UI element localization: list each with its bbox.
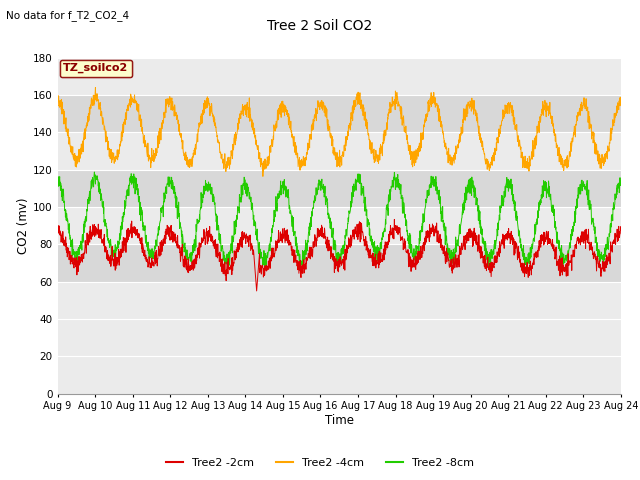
Tree2 -8cm: [90, 169, 98, 175]
Line: Tree2 -8cm: Tree2 -8cm: [58, 172, 621, 268]
Tree2 -4cm: [369, 150, 376, 156]
Tree2 -4cm: [259, 173, 267, 179]
Tree2 -4cm: [211, 123, 219, 129]
Tree2 -8cm: [617, 178, 625, 183]
Bar: [58, 244, 621, 282]
Tree2 -8cm: [224, 265, 232, 271]
Tree2 -8cm: [583, 178, 591, 183]
Tree2 -4cm: [617, 100, 625, 106]
Legend: Tree2 -2cm, Tree2 -4cm, Tree2 -8cm: Tree2 -2cm, Tree2 -4cm, Tree2 -8cm: [162, 453, 478, 472]
Tree2 -4cm: [504, 103, 511, 109]
Tree2 -4cm: [583, 106, 591, 111]
Tree2 -2cm: [568, 254, 575, 260]
Tree2 -2cm: [356, 224, 364, 230]
Tree2 -8cm: [54, 179, 61, 184]
X-axis label: Time: Time: [324, 414, 354, 427]
Tree2 -2cm: [504, 237, 511, 243]
Tree2 -8cm: [504, 183, 511, 189]
Tree2 -2cm: [390, 216, 398, 222]
Tree2 -2cm: [368, 255, 376, 261]
Text: No data for f_T2_CO2_4: No data for f_T2_CO2_4: [6, 10, 129, 21]
Tree2 -2cm: [617, 227, 625, 232]
Tree2 -8cm: [211, 200, 219, 205]
Line: Tree2 -4cm: Tree2 -4cm: [58, 87, 621, 176]
Tree2 -4cm: [568, 144, 575, 150]
Bar: [58, 95, 621, 132]
Bar: [58, 169, 621, 207]
Tree2 -2cm: [253, 288, 260, 294]
Text: Tree 2 Soil CO2: Tree 2 Soil CO2: [268, 19, 372, 33]
Tree2 -4cm: [356, 90, 364, 96]
Tree2 -8cm: [568, 235, 575, 241]
Y-axis label: CO2 (mv): CO2 (mv): [17, 197, 30, 254]
Line: Tree2 -2cm: Tree2 -2cm: [58, 219, 621, 291]
Tree2 -4cm: [54, 103, 61, 108]
Tree2 -2cm: [54, 227, 61, 233]
Tree2 -8cm: [369, 236, 376, 242]
Tree2 -4cm: [92, 84, 99, 90]
Tree2 -2cm: [583, 232, 591, 238]
Tree2 -2cm: [211, 239, 218, 244]
Tree2 -8cm: [356, 175, 364, 180]
Legend: TZ_soilco2: TZ_soilco2: [60, 60, 132, 77]
